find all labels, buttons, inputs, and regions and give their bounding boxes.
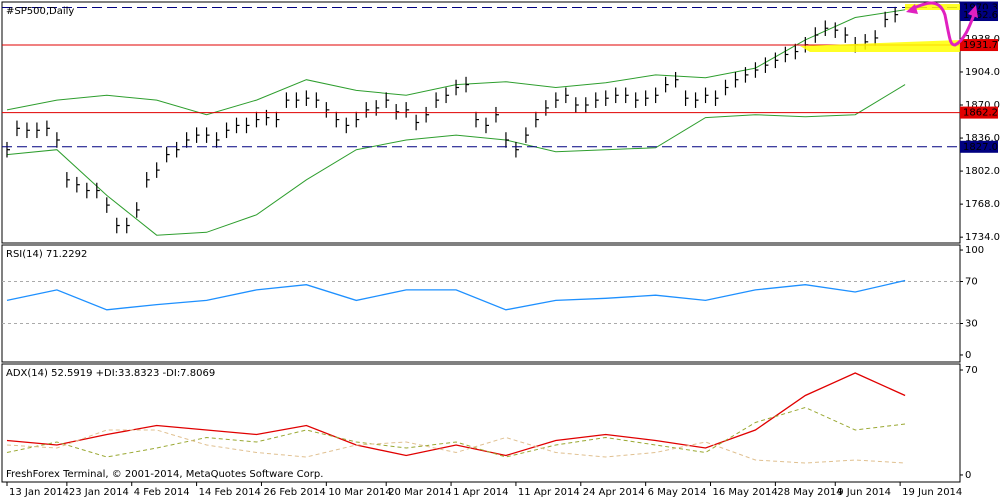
price-label: 1962.6 bbox=[963, 10, 998, 21]
price-label-box bbox=[960, 9, 998, 22]
x-tick-label: 19 Jun 2014 bbox=[902, 487, 962, 498]
y-tick-label: 30 bbox=[965, 318, 978, 329]
indicator-line bbox=[6, 279, 906, 311]
x-tick-label: 4 Feb 2014 bbox=[134, 487, 190, 498]
panel-frame bbox=[1, 363, 961, 483]
y-tick-label: 1870.0 bbox=[965, 100, 1000, 111]
x-tick-label: 20 Mar 2014 bbox=[388, 487, 451, 498]
x-tick-label: 6 May 2014 bbox=[648, 487, 707, 498]
x-tick-label: 28 May 2014 bbox=[777, 487, 842, 498]
panel-title: ADX(14) 52.5919 +DI:33.8323 -DI:7.8069 bbox=[6, 368, 215, 379]
y-tick-label: 1768.0 bbox=[965, 199, 1000, 210]
y-tick-label: 0 bbox=[965, 350, 971, 361]
x-tick-label: 26 Feb 2014 bbox=[263, 487, 325, 498]
indicator-line bbox=[6, 429, 906, 464]
highlight-zone bbox=[800, 40, 960, 52]
panel-frame bbox=[1, 244, 961, 363]
forecast-arrow-tail bbox=[906, 4, 918, 14]
credit: FreshForex Terminal, © 2001-2014, MetaQu… bbox=[6, 469, 323, 480]
indicator-line bbox=[6, 372, 906, 457]
panel-title: #SP500,Daily bbox=[6, 6, 74, 17]
level-label: 1827.0 bbox=[963, 142, 998, 153]
y-tick-label: 70 bbox=[965, 277, 978, 288]
y-tick-label: 1734.0 bbox=[965, 232, 1000, 243]
y-tick-label: 0 bbox=[965, 470, 971, 481]
forecast-arrow-head bbox=[968, 5, 978, 18]
x-tick-label: 24 Apr 2014 bbox=[583, 487, 645, 498]
bollinger-band bbox=[6, 84, 906, 236]
level-label-box bbox=[960, 106, 998, 119]
x-tick-label: 1 Apr 2014 bbox=[453, 487, 508, 498]
y-tick-label: 1802.0 bbox=[965, 166, 1000, 177]
y-tick-label: 100 bbox=[965, 245, 984, 256]
y-tick-label: 1836.0 bbox=[965, 133, 1000, 144]
x-tick-label: 16 May 2014 bbox=[713, 487, 778, 498]
level-label: 1862.2 bbox=[963, 108, 998, 119]
y-tick-label: 70 bbox=[965, 365, 978, 376]
level-label-box bbox=[960, 39, 998, 52]
highlight-zone bbox=[905, 4, 960, 10]
panel-title: RSI(14) 71.2292 bbox=[6, 249, 87, 260]
panel-frame bbox=[1, 1, 961, 244]
level-label-box bbox=[960, 140, 998, 153]
x-tick-label: 23 Jan 2014 bbox=[69, 487, 129, 498]
x-tick-label: 10 Mar 2014 bbox=[328, 487, 391, 498]
x-tick-label: 9 Jun 2014 bbox=[837, 487, 891, 498]
indicator-line bbox=[6, 406, 906, 458]
x-tick-label: 11 Apr 2014 bbox=[518, 487, 580, 498]
level-label: 1970.3 bbox=[963, 3, 998, 14]
x-tick-label: 14 Feb 2014 bbox=[199, 487, 261, 498]
forecast-arrow bbox=[909, 1, 977, 47]
level-label: 1931.7 bbox=[963, 40, 998, 51]
y-tick-label: 1904.0 bbox=[965, 67, 1000, 78]
x-tick-label: 13 Jan 2014 bbox=[9, 487, 69, 498]
